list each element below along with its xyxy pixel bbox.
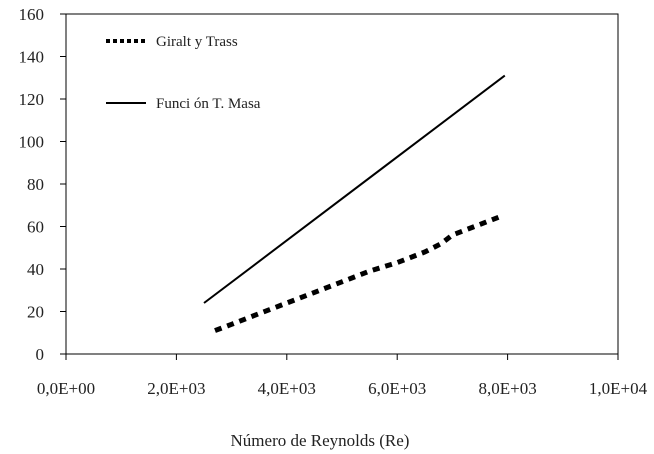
series-line-0 [214,213,503,333]
y-tick-label: 120 [19,90,45,109]
legend-label-0: Giralt y Trass [156,34,238,50]
y-tick-label: 60 [27,218,44,237]
x-axis-title: Número de Reynolds (Re) [231,431,410,450]
legend: Giralt y Trass Funci ón T. Masa [106,34,261,112]
y-tick-label: 20 [27,303,44,322]
x-tick-label: 4,0E+03 [258,379,316,398]
y-tick-label: 140 [19,48,45,67]
series-layer [203,74,506,333]
x-tick-label: 8,0E+03 [478,379,536,398]
x-axis: 0,0E+00 2,0E+03 4,0E+03 6,0E+03 8,0E+03 1,0E+… [37,354,648,398]
legend-label-1: Funci ón T. Masa [156,96,261,112]
plot-area [65,13,619,355]
y-tick-label: 160 [19,5,45,24]
x-tick-label: 1,0E+04 [589,379,648,398]
y-axis: 0 20 40 60 80 100 120 140 160 [19,5,66,364]
y-tick-label: 0 [36,345,45,364]
y-tick-label: 40 [27,260,44,279]
x-tick-label: 0,0E+00 [37,379,95,398]
y-tick-label: 80 [27,175,44,194]
x-tick-label: 2,0E+03 [147,379,205,398]
series-line-1 [203,74,506,304]
x-tick-label: 6,0E+03 [368,379,426,398]
y-tick-label: 100 [19,133,45,152]
plot-frame [65,13,619,355]
